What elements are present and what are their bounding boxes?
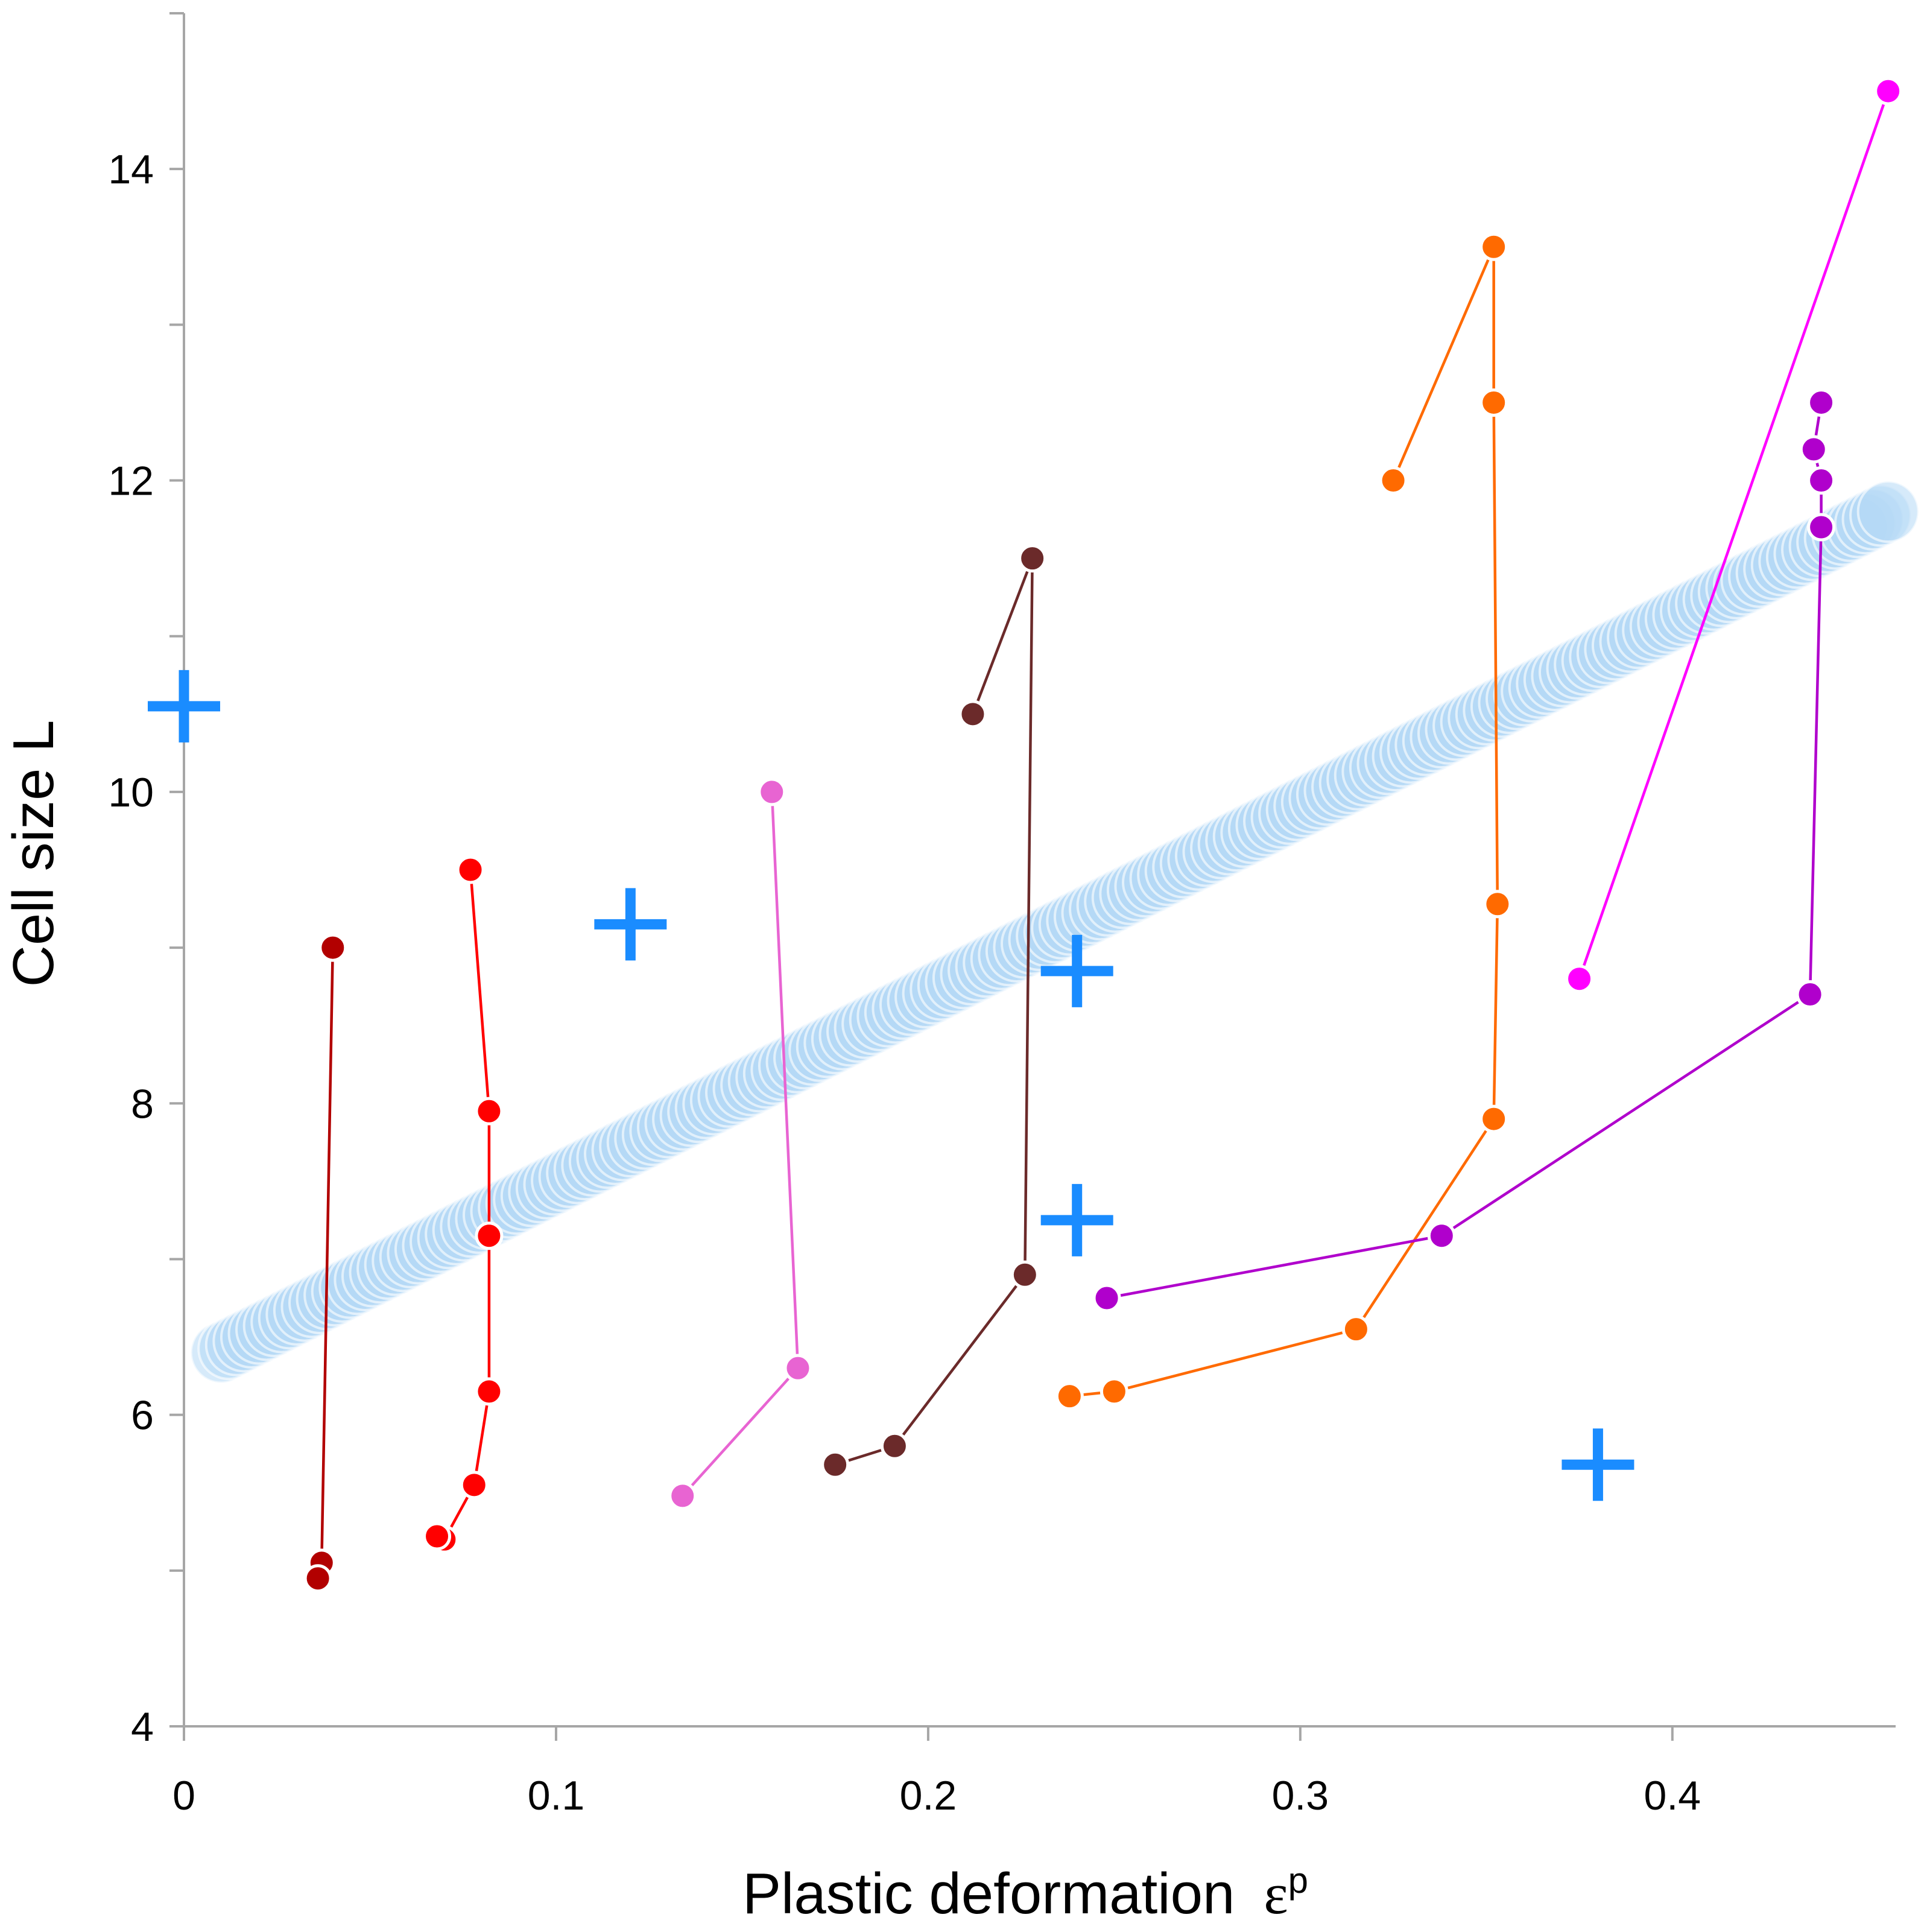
y-tick-label: 4 — [131, 1704, 154, 1750]
data-point-dark-red — [318, 933, 347, 962]
plus-marker — [1040, 934, 1113, 1007]
series-pink — [668, 778, 812, 1510]
data-point-orange — [1100, 1377, 1128, 1406]
series-line-orange — [1069, 245, 1499, 1398]
data-point-red — [475, 1221, 504, 1250]
data-point-pink — [668, 1481, 697, 1510]
plus-marker — [1040, 1183, 1113, 1256]
data-point-orange — [1379, 466, 1408, 495]
data-point-purple — [1427, 1221, 1456, 1250]
data-point-orange — [1479, 1104, 1508, 1133]
data-point-orange — [1341, 1315, 1370, 1344]
data-point-orange — [1479, 388, 1508, 417]
series-layer — [303, 77, 1903, 1593]
data-point-brown — [1010, 1260, 1039, 1289]
data-point-red — [423, 1522, 452, 1551]
plus-marker — [148, 670, 220, 743]
data-point-red — [475, 1377, 504, 1406]
x-axis-title-superscript: p — [1288, 1860, 1308, 1901]
y-tick-label: 10 — [108, 770, 154, 816]
series-dark-red — [303, 933, 347, 1593]
data-point-orange — [1055, 1382, 1084, 1411]
x-axis-title: Plastic deformation εp — [742, 1860, 1308, 1926]
data-point-brown — [821, 1450, 850, 1479]
data-point-pink — [758, 778, 786, 806]
data-point-magenta — [1565, 964, 1594, 993]
data-point-purple — [1807, 388, 1836, 417]
data-point-magenta — [1874, 77, 1903, 106]
series-magenta — [1565, 77, 1903, 993]
x-tick-label: 0.4 — [1644, 1773, 1701, 1819]
y-tick-label: 6 — [131, 1393, 154, 1439]
data-point-dark-red — [303, 1564, 332, 1593]
data-point-brown — [1018, 544, 1047, 573]
x-tick-label: 0.3 — [1272, 1773, 1329, 1819]
data-point-red — [475, 1097, 504, 1126]
series-red — [423, 855, 504, 1554]
data-point-brown — [880, 1431, 909, 1460]
data-point-orange — [1479, 232, 1508, 261]
data-point-purple — [1799, 435, 1828, 464]
series-purple — [1092, 388, 1836, 1313]
data-point-purple — [1092, 1284, 1121, 1313]
y-tick-label: 14 — [108, 147, 154, 192]
y-tick-label: 8 — [131, 1081, 154, 1127]
plus-marker — [594, 888, 667, 961]
data-point-pink — [783, 1354, 812, 1382]
x-tick-label: 0 — [172, 1773, 195, 1819]
series-line-magenta — [1578, 90, 1890, 980]
y-axis-title: Cell size L — [1, 720, 66, 987]
series-orange — [1055, 232, 1512, 1411]
data-point-purple — [1807, 466, 1836, 495]
ticks-layer: 4 6 8 10 12 14 0 0.1 0.2 0.3 0.4 — [108, 12, 1701, 1819]
x-tick-label: 0.1 — [528, 1773, 585, 1819]
y-tick-label: 12 — [108, 458, 154, 504]
data-point-brown — [958, 700, 987, 729]
data-point-purple — [1807, 513, 1836, 542]
plus-marker — [1562, 1428, 1634, 1501]
trend-band-layer — [189, 480, 1920, 1384]
data-point-purple — [1796, 980, 1824, 1009]
data-point-orange — [1483, 890, 1512, 919]
x-axis-title-text: Plastic deformation — [742, 1861, 1235, 1926]
trend-band-dot — [1856, 480, 1920, 543]
series-brown — [821, 544, 1047, 1479]
axes-layer — [183, 13, 1896, 1728]
plus-markers-layer — [148, 670, 1634, 1501]
x-axis-title-symbol: ε — [1264, 1861, 1288, 1926]
data-point-red — [460, 1471, 489, 1500]
x-tick-label: 0.2 — [900, 1773, 957, 1819]
data-point-red — [456, 855, 485, 884]
